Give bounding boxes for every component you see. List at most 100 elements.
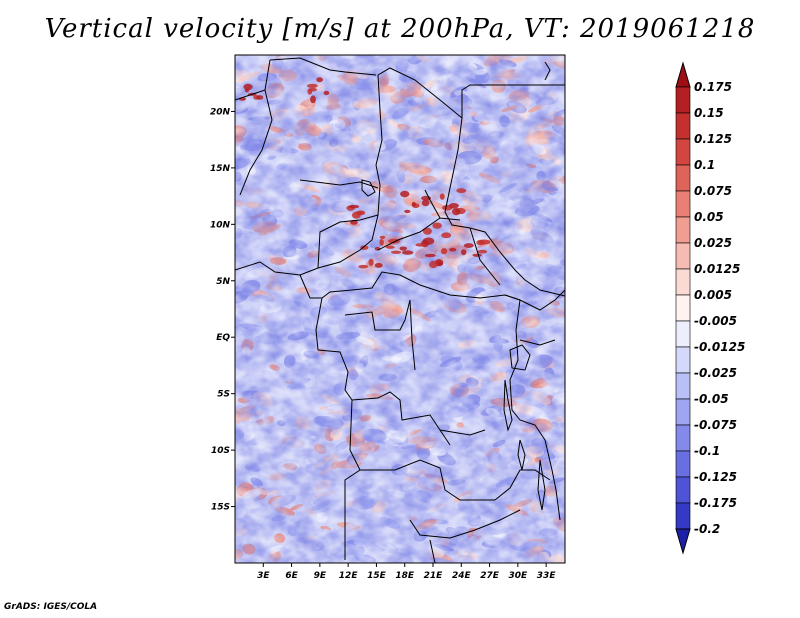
field-hotspot (422, 227, 432, 235)
field-hotspot (360, 245, 369, 250)
colorbar-label: 0.0125 (694, 262, 740, 276)
colorbar-segment (675, 190, 691, 218)
field-hotspot (399, 246, 407, 251)
colorbar-label: 0.175 (694, 80, 732, 94)
x-tick-label: 3E (257, 571, 270, 581)
field-hotspot (476, 239, 485, 246)
x-tick-label: 9E (314, 571, 327, 581)
x-tick-label: 12E (339, 571, 359, 581)
colorbar-label: 0.125 (694, 132, 732, 146)
x-tick-label: 21E (424, 571, 444, 581)
colorbar-segment (675, 164, 691, 192)
colorbar-label: -0.075 (694, 418, 737, 432)
colorbar-segment (675, 320, 691, 348)
field-hotspot (460, 249, 467, 256)
x-tick-label: 24E (452, 571, 472, 581)
field-hotspot (379, 238, 384, 246)
colorbar-label: -0.005 (694, 314, 737, 328)
field-hotspot (448, 203, 459, 209)
field-hotspots (238, 77, 491, 269)
field-hotspot (449, 247, 457, 252)
colorbar-label: -0.125 (694, 470, 737, 484)
velocity-field (235, 55, 565, 563)
field-hotspot (316, 77, 323, 83)
field-hotspot (477, 249, 488, 254)
field-hotspot (368, 258, 374, 266)
y-tick-label: EQ (216, 333, 230, 343)
field-hotspot (308, 87, 318, 92)
colorbar-segment (675, 242, 691, 270)
plot-frame (234, 54, 566, 564)
field-hotspot (379, 235, 386, 239)
field-hotspot (388, 238, 400, 244)
field-hotspot (441, 232, 452, 239)
colorbar-label: -0.0125 (694, 340, 745, 354)
field-hotspot (440, 248, 448, 255)
field-hotspot (404, 209, 411, 214)
grads-credit: GrADS: IGES/COLA (4, 602, 98, 612)
colorbar-label: -0.025 (694, 366, 737, 380)
field-hotspot (374, 262, 383, 268)
field-hotspot (439, 193, 445, 200)
field-texture-light (235, 55, 565, 563)
y-tick-label: 20N (210, 107, 231, 117)
field-hotspot (415, 243, 426, 247)
lakes (361, 179, 546, 511)
colorbar-segment (675, 216, 691, 244)
colorbar-segment (675, 268, 691, 296)
y-tick-label: 5S (217, 390, 230, 400)
field-hotspot (243, 83, 253, 91)
colorbar: 0.175 0.15 0.125 0.1 0.075 0.05 0.025 0.0125 0.0… (675, 61, 745, 555)
field-hotspot (456, 188, 467, 194)
chart-title: Vertical velocity [m/s] at 200hPa, VT: 2… (44, 14, 756, 44)
colorbar-top-arrow (675, 61, 691, 88)
x-axis: 3E 6E 9E 12E 15E 18E 21E 24E 27E 30E 33E (257, 563, 556, 581)
y-tick-label: 15N (210, 164, 231, 174)
field-hotspot (400, 190, 410, 198)
colorbar-segment (675, 346, 691, 374)
field-hotspot (348, 204, 360, 209)
colorbar-label: 0.1 (694, 158, 715, 172)
colorbar-segment (675, 502, 691, 530)
colorbar-label: 0.05 (694, 210, 724, 224)
colorbar-label: -0.05 (694, 392, 729, 406)
colorbar-label: 0.025 (694, 236, 732, 250)
colorbar-segment (675, 372, 691, 400)
x-tick-label: 18E (395, 571, 415, 581)
x-tick-label: 15E (367, 571, 387, 581)
y-tick-label: 5N (216, 277, 230, 287)
colorbar-segment (675, 476, 691, 504)
colorbar-label: -0.2 (694, 522, 720, 536)
field-hotspot (401, 250, 414, 255)
colorbar-label: 0.15 (694, 106, 724, 120)
field-hotspot (390, 250, 402, 254)
colorbar-label: -0.1 (694, 444, 720, 458)
colorbar-segment (675, 294, 691, 322)
field-hotspot (256, 95, 264, 100)
field-hotspot (432, 222, 442, 229)
field-hotspot (310, 95, 316, 104)
field-hotspot (451, 207, 461, 216)
colorbar-label: -0.175 (694, 496, 737, 510)
field-hotspot (424, 253, 436, 258)
colorbar-segment (675, 450, 691, 478)
y-tick-label: 15S (211, 503, 230, 513)
field-hotspot (351, 211, 361, 219)
colorbar-segment (675, 138, 691, 166)
x-tick-label: 6E (285, 571, 298, 581)
colorbar-segment (675, 112, 691, 140)
field-hotspot (358, 264, 369, 269)
chart-figure: 3E 6E 9E 12E 15E 18E 21E 24E 27E 30E 33E 20N 15N 10N… (210, 54, 745, 581)
field-hotspot (385, 245, 395, 249)
colorbar-segment (675, 398, 691, 426)
x-tick-label: 30E (509, 571, 529, 581)
field-hotspot (244, 88, 249, 93)
colorbar-segment (675, 424, 691, 452)
field-hotspot (411, 201, 416, 207)
colorbar-bottom-arrow (675, 528, 691, 555)
field-hotspot (421, 199, 430, 207)
y-axis: 20N 15N 10N 5N EQ 5S 10S 15S (210, 107, 235, 513)
y-tick-label: 10S (211, 446, 230, 456)
country-borders (235, 57, 565, 563)
y-tick-label: 10N (210, 220, 231, 230)
